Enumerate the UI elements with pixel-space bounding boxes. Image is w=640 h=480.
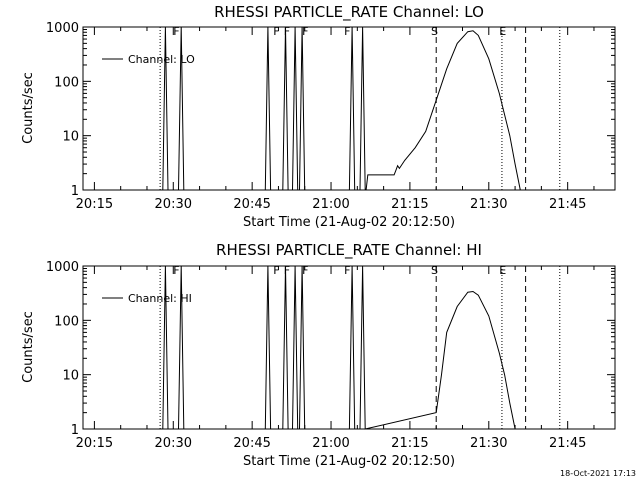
panel-hi: RHESSI PARTICLE_RATE Channel: HI Start T… <box>21 241 616 469</box>
flag-label: F <box>284 264 290 277</box>
flag-label: F <box>284 25 290 38</box>
x-tick-label: 21:15 <box>391 436 428 451</box>
flag-label: F <box>302 25 308 38</box>
y-tick-label: 100 <box>54 314 79 329</box>
x-tick-label: 20:15 <box>76 436 113 451</box>
x-tick-label: 21:45 <box>549 436 586 451</box>
legend-label: Channel: LO <box>128 53 195 66</box>
chart-title: RHESSI PARTICLE_RATE Channel: LO <box>214 3 484 22</box>
x-tick-label: 21:30 <box>470 197 507 212</box>
y-tick-label: 10 <box>62 130 79 145</box>
flag-label: F <box>173 264 179 277</box>
x-tick-label: 20:30 <box>155 436 192 451</box>
x-tick-label: 20:15 <box>76 197 113 212</box>
x-tick-label: 21:00 <box>312 197 349 212</box>
flag-label: F <box>273 264 279 277</box>
x-tick-label: 20:30 <box>155 197 192 212</box>
flag-label: E <box>499 264 506 277</box>
y-tick-label: 100 <box>54 75 79 90</box>
flag-label: F <box>173 25 179 38</box>
legend-label: Channel: HI <box>128 292 192 305</box>
y-axis-label: Counts/sec <box>21 72 36 144</box>
panel-lo: RHESSI PARTICLE_RATE Channel: LO Start T… <box>21 3 616 230</box>
x-tick-label: 20:45 <box>233 436 270 451</box>
x-tick-label: 21:00 <box>312 436 349 451</box>
x-axis-label: Start Time (21-Aug-02 20:12:50) <box>243 215 455 230</box>
x-tick-label: 21:30 <box>470 436 507 451</box>
flag-label: S <box>431 264 438 277</box>
flag-label: F <box>344 25 350 38</box>
y-tick-label: 10 <box>62 369 79 384</box>
x-tick-label: 20:45 <box>233 197 270 212</box>
y-axis-label: Counts/sec <box>21 311 36 383</box>
flag-label: S <box>431 25 438 38</box>
y-tick-label: 1 <box>71 184 79 199</box>
y-tick-label: 1000 <box>46 21 79 36</box>
flag-label: F <box>302 264 308 277</box>
series-line <box>162 26 521 191</box>
chart-title: RHESSI PARTICLE_RATE Channel: HI <box>216 241 482 260</box>
flag-label: F <box>273 25 279 38</box>
x-axis-label: Start Time (21-Aug-02 20:12:50) <box>243 454 455 469</box>
x-tick-label: 21:15 <box>391 197 428 212</box>
y-tick-label: 1 <box>71 423 79 438</box>
flag-label: E <box>499 25 506 38</box>
flag-label: F <box>344 264 350 277</box>
timestamp-footer: 18-Oct-2021 17:13 <box>560 469 636 478</box>
y-tick-label: 1000 <box>46 260 79 275</box>
x-tick-label: 21:45 <box>549 197 586 212</box>
series-line <box>162 265 516 430</box>
